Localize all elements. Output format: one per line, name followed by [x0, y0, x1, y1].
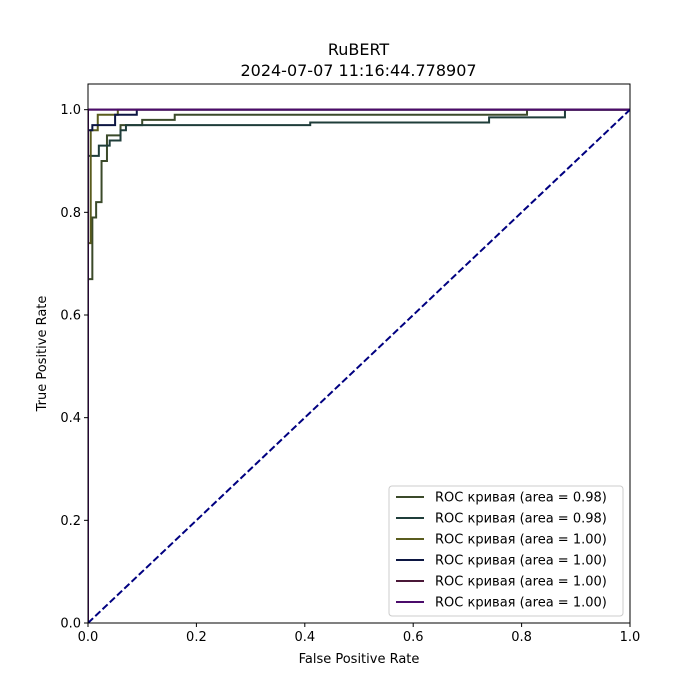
- y-tick-label: 0.8: [60, 206, 81, 221]
- y-tick-label: 0.0: [60, 617, 81, 632]
- x-tick-label: 0.6: [403, 630, 424, 645]
- legend-label: ROC кривая (area = 0.98): [435, 512, 607, 527]
- y-tick-label: 1.0: [60, 103, 81, 118]
- legend-label: ROC кривая (area = 1.00): [435, 575, 607, 590]
- roc-series-4: [88, 108, 630, 623]
- legend-label: ROC кривая (area = 0.98): [435, 491, 607, 506]
- roc-series-1: [88, 108, 630, 623]
- x-tick-label: 0.0: [78, 630, 99, 645]
- x-tick-label: 0.4: [294, 630, 315, 645]
- y-tick-label: 0.6: [60, 309, 81, 324]
- y-tick-label: 0.4: [60, 411, 81, 426]
- roc-series-2: [88, 108, 630, 623]
- legend: ROC кривая (area = 0.98) ROC кривая (area…: [388, 485, 624, 617]
- chart-title: RuBERT: [328, 40, 390, 59]
- legend-label: ROC кривая (area = 1.00): [435, 533, 607, 548]
- y-tick-label: 0.2: [60, 514, 81, 529]
- axis-ticks: 0.0 0.2 0.4 0.6 0.8 1.0 0.0 0.2 0.4 0.6 0.8 1.0: [60, 103, 640, 645]
- roc-series-6: [88, 108, 630, 623]
- reference-diagonal: [88, 108, 630, 623]
- plot-lines: [88, 108, 630, 623]
- x-tick-label: 1.0: [620, 630, 641, 645]
- x-tick-label: 0.8: [511, 630, 532, 645]
- legend-label: ROC кривая (area = 1.00): [435, 596, 607, 611]
- x-axis-label: False Positive Rate: [299, 652, 420, 667]
- plot-frame: [87, 83, 631, 624]
- chart-subtitle: 2024-07-07 11:16:44.778907: [240, 61, 476, 80]
- y-axis-label: True Positive Rate: [35, 296, 50, 413]
- legend-box: [388, 485, 624, 617]
- x-tick-label: 0.2: [186, 630, 207, 645]
- legend-label: ROC кривая (area = 1.00): [435, 554, 607, 569]
